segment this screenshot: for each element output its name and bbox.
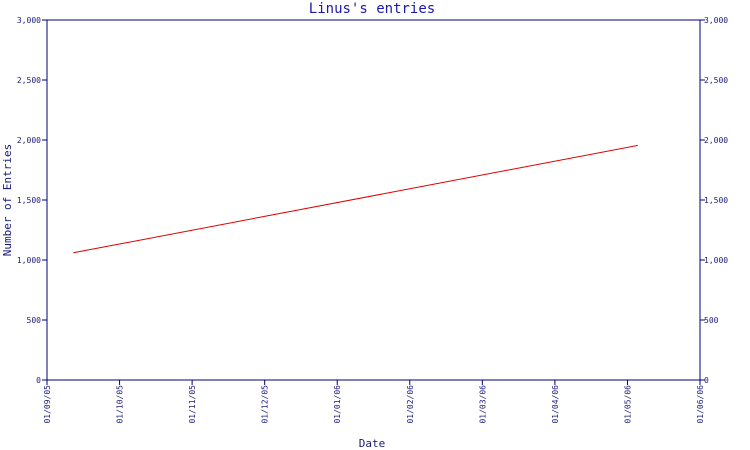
y-axis-right: 0 500 1,000 1,500 2,000 2,500 3,000 bbox=[700, 16, 728, 385]
x-tick-label: 01/12/05 bbox=[261, 385, 270, 424]
x-tick-label: 01/10/05 bbox=[116, 385, 125, 424]
y-tick-label-left: 2,000 bbox=[17, 136, 41, 145]
y-tick-label-left: 1,500 bbox=[17, 196, 41, 205]
y-tick-label-right: 1,000 bbox=[704, 256, 728, 265]
x-tick-label: 01/05/06 bbox=[623, 385, 632, 424]
series-line-1 bbox=[73, 145, 638, 252]
y-tick-label-right: 1,500 bbox=[704, 196, 728, 205]
x-axis-label: Date bbox=[359, 437, 386, 450]
y-axis-label: Number of Entries bbox=[1, 144, 14, 257]
chart-title: Linus's entries bbox=[309, 1, 435, 17]
x-tick-label: 01/01/06 bbox=[333, 385, 342, 424]
x-tick-label: 01/02/06 bbox=[406, 385, 415, 424]
y-tick-label-right: 0 bbox=[704, 376, 709, 385]
x-tick-label: 01/03/06 bbox=[478, 385, 487, 424]
y-tick-label-right: 3,000 bbox=[704, 16, 728, 25]
x-tick-label: 01/06/06 bbox=[696, 385, 705, 424]
y-tick-label-right: 2,000 bbox=[704, 136, 728, 145]
y-tick-label-right: 500 bbox=[704, 316, 719, 325]
x-tick-label: 01/04/06 bbox=[551, 385, 560, 424]
y-tick-label-left: 1,000 bbox=[17, 256, 41, 265]
y-tick-label-left: 500 bbox=[27, 316, 42, 325]
series-group bbox=[73, 145, 638, 252]
plot-area-frame bbox=[47, 20, 700, 380]
y-tick-label-left: 2,500 bbox=[17, 76, 41, 85]
y-tick-label-left: 0 bbox=[36, 376, 41, 385]
y-tick-label-right: 2,500 bbox=[704, 76, 728, 85]
y-tick-label-left: 3,000 bbox=[17, 16, 41, 25]
x-tick-label: 01/11/05 bbox=[188, 385, 197, 424]
y-axis-left: 0 500 1,000 1,500 2,000 2,500 3,000 bbox=[17, 16, 47, 385]
x-axis: 01/09/05 01/10/05 01/11/05 01/12/05 01/01/06… bbox=[43, 380, 705, 424]
x-tick-label: 01/09/05 bbox=[43, 385, 52, 424]
